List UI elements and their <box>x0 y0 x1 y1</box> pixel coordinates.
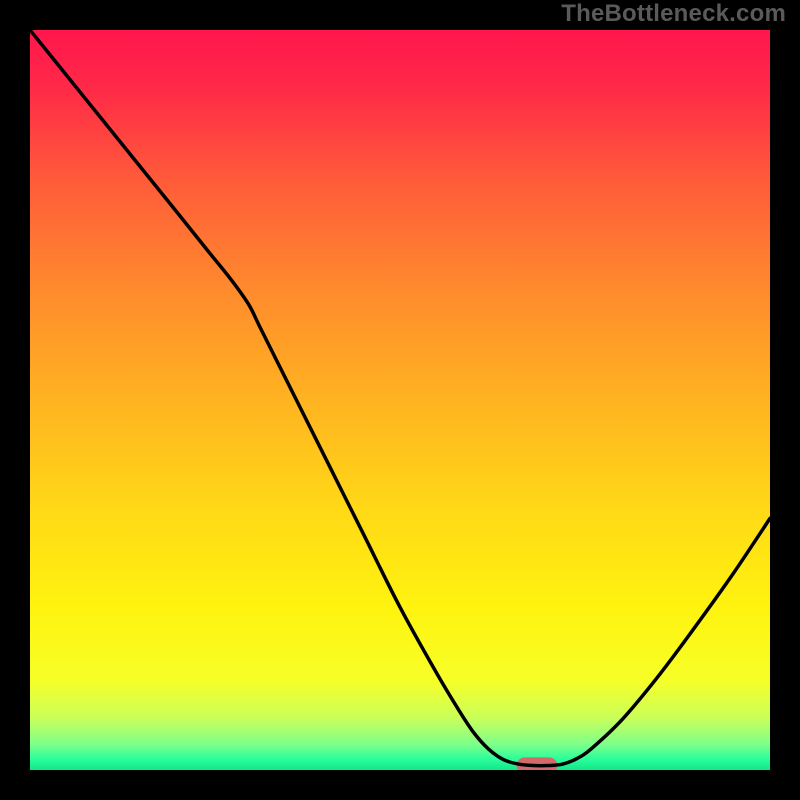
watermark-label: TheBottleneck.com <box>561 0 786 28</box>
plot-gradient-background <box>30 30 770 770</box>
bottleneck-chart <box>0 0 800 800</box>
chart-container: { "watermark": { "text": "TheBottleneck.… <box>0 0 800 800</box>
